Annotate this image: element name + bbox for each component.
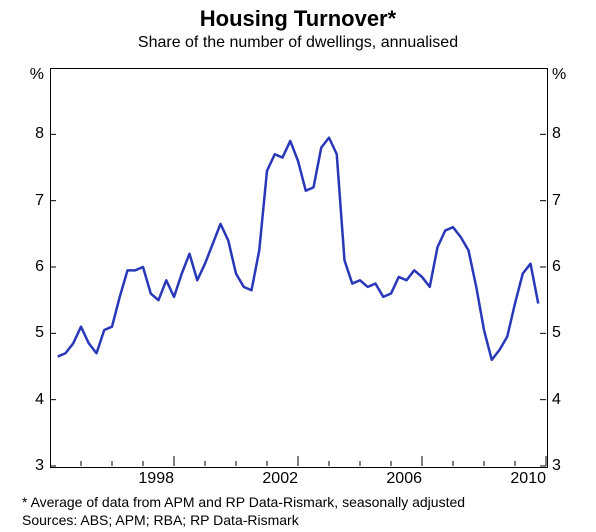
y-tick-left: 6 bbox=[35, 258, 44, 276]
footnote: * Average of data from APM and RP Data-R… bbox=[22, 494, 465, 510]
x-tick: 2002 bbox=[228, 470, 298, 488]
y-tick-left: 7 bbox=[35, 192, 44, 210]
chart-container: Housing Turnover* Share of the number of… bbox=[0, 0, 596, 532]
y-tick-right: 5 bbox=[552, 324, 561, 342]
y-tick-right: 4 bbox=[552, 391, 561, 409]
y-tick-left: 5 bbox=[35, 324, 44, 342]
y-tick-left: 4 bbox=[35, 391, 44, 409]
x-tick: 2010 bbox=[476, 470, 546, 488]
chart-svg bbox=[0, 0, 596, 532]
y-tick-right: 8 bbox=[552, 125, 561, 143]
y-unit-left: % bbox=[30, 66, 44, 84]
y-unit-right: % bbox=[552, 66, 566, 84]
y-tick-left: 8 bbox=[35, 125, 44, 143]
sources: Sources: ABS; APM; RBA; RP Data-Rismark bbox=[22, 512, 299, 528]
y-tick-right: 7 bbox=[552, 192, 561, 210]
y-tick-right: 3 bbox=[552, 457, 561, 475]
x-tick: 2006 bbox=[352, 470, 422, 488]
x-tick: 1998 bbox=[104, 470, 174, 488]
y-tick-right: 6 bbox=[552, 258, 561, 276]
y-tick-left: 3 bbox=[35, 457, 44, 475]
data-line bbox=[58, 138, 539, 360]
